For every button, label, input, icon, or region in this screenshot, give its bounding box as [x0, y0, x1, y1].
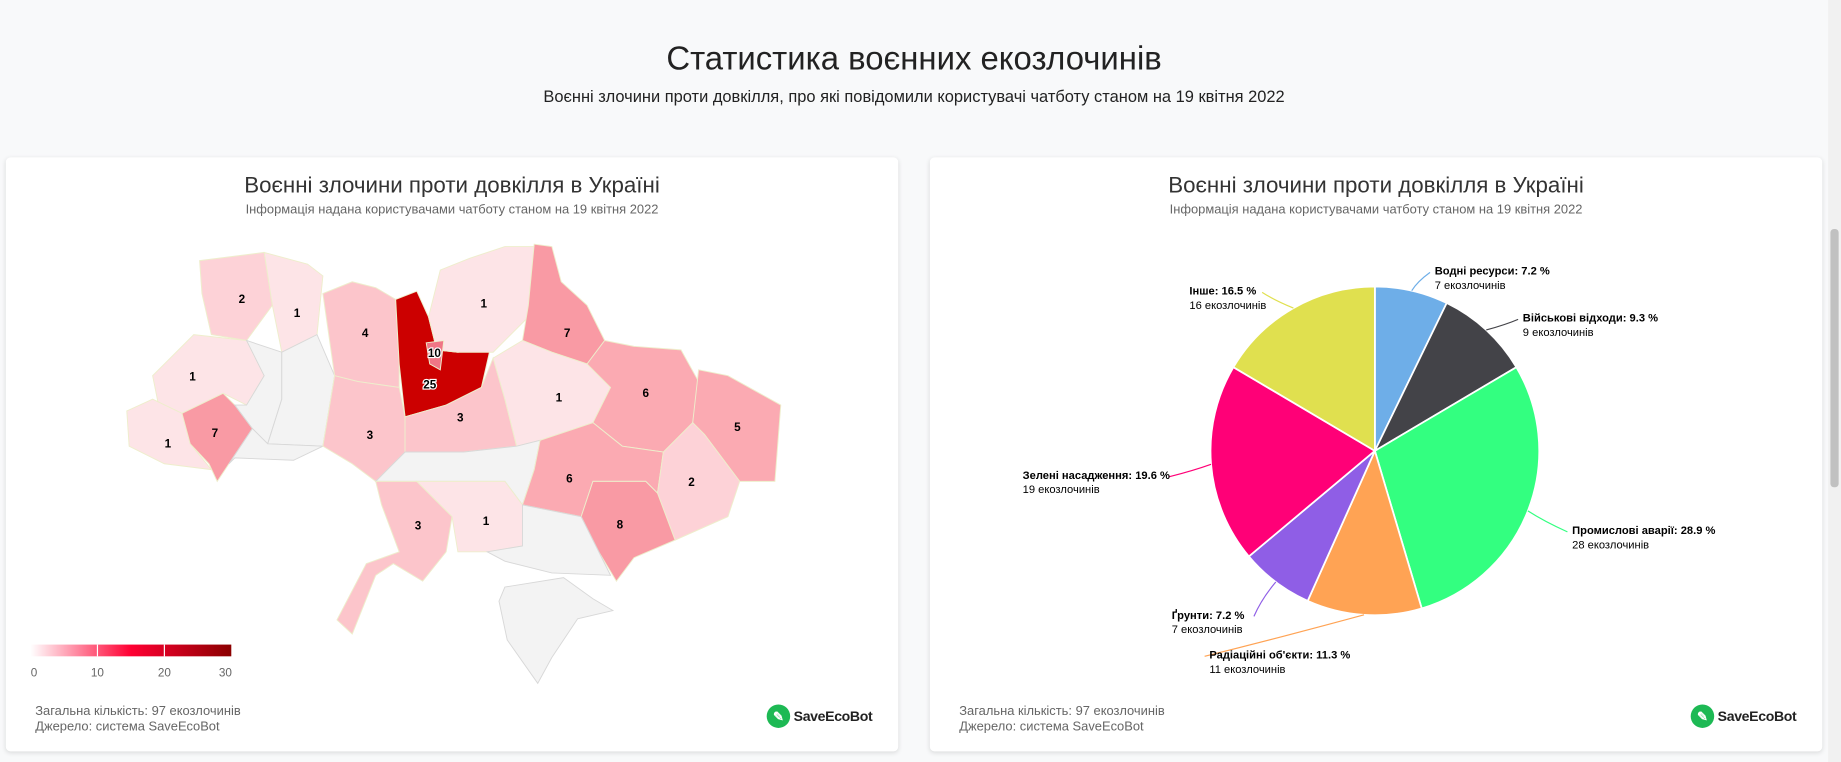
- map-card: Воєнні злочини проти довкілля в Україні …: [5, 157, 899, 752]
- map-data-label: 3: [367, 429, 374, 442]
- map-source: Джерело: система SaveEcoBot: [35, 719, 220, 734]
- map-data-label: 3: [457, 412, 464, 425]
- pie-label-title: Військові відходи: 9.3 %: [1522, 312, 1659, 326]
- map-data-label: 6: [566, 473, 573, 486]
- pie-label-title: Радіаційні об'єкти: 11.3 %: [1209, 649, 1351, 663]
- pie-connector: [1527, 510, 1568, 533]
- map-region-zakarpattia[interactable]: [126, 398, 213, 471]
- map-data-label: 1: [189, 370, 196, 383]
- pie-subtitle: Інформація надана користувачами чатботу …: [1169, 203, 1583, 218]
- pie-label-count: 16 екозлочинів: [1189, 299, 1267, 313]
- pie-label-count: 28 екозлочинів: [1572, 538, 1650, 552]
- map-data-label: 3: [415, 520, 422, 533]
- pie-label-count: 7 екозлочинів: [1434, 279, 1506, 293]
- leaf-icon: ✎: [766, 704, 791, 728]
- map-data-label: 7: [564, 327, 571, 340]
- pie-data-label: Промислові аварії: 28.9 % 28 екозлочинів: [1572, 525, 1715, 553]
- pie-connector: [1204, 614, 1365, 657]
- pie-card: Воєнні злочини проти довкілля в Україні …: [929, 157, 1823, 752]
- pie-connector: [1261, 291, 1294, 309]
- pie-slice[interactable]: [1232, 285, 1376, 453]
- map-data-label: 2: [688, 476, 695, 489]
- map-total: Загальна кількість: 97 екозлочинів: [35, 704, 241, 719]
- pie-label-title: Ґрунти: 7.2 %: [1171, 609, 1245, 623]
- legend-tick-label: 30: [219, 666, 233, 679]
- pie-slice[interactable]: [1209, 365, 1377, 558]
- page-title: Статистика воєнних екозлочинів: [666, 39, 1162, 77]
- map-region-chernivtsi[interactable]: [228, 427, 324, 465]
- map-region-kyiv-city[interactable]: [425, 339, 445, 371]
- pie-connector: [1169, 463, 1212, 478]
- map-data-label: 1: [483, 515, 490, 528]
- map-data-label: 10: [428, 347, 442, 360]
- map-data-label: 5: [734, 421, 741, 434]
- logo-text: SaveEcoBot: [1717, 707, 1797, 725]
- pie-label-title: Зелені насадження: 19.6 %: [1022, 469, 1170, 483]
- map-data-label: 1: [480, 298, 487, 311]
- savecobot-logo[interactable]: ✎ SaveEcoBot: [1690, 704, 1797, 728]
- pie-data-label: Військові відходи: 9.3 % 9 екозлочинів: [1523, 312, 1658, 340]
- pie-data-label: Ґрунти: 7.2 % 7 екозлочинів: [1172, 609, 1245, 637]
- pie-slice[interactable]: [1372, 301, 1518, 454]
- pie-connector: [1253, 581, 1277, 617]
- map-data-label: 4: [362, 327, 369, 340]
- map-data-label: 2: [239, 293, 246, 306]
- ukraine-map: 2 1 1 1 7 4 25 1 7 3 3 1 6 5 6 2 8 3 1 10 0 10 20 30: [30, 243, 782, 685]
- pie-label-title: Промислові аварії: 28.9 %: [1572, 524, 1716, 538]
- pie-data-label: Інше: 16.5 % 16 екозлочинів: [1189, 285, 1266, 313]
- legend-tick-label: 10: [91, 666, 105, 679]
- pie-title: Воєнні злочини проти довкілля в Україні: [1168, 173, 1584, 199]
- savecobot-logo[interactable]: ✎ SaveEcoBot: [766, 704, 873, 728]
- scrollbar[interactable]: [1828, 0, 1841, 762]
- leaf-icon: ✎: [1690, 704, 1715, 728]
- pie-data-label: Водні ресурси: 7.2 % 7 екозлочинів: [1435, 265, 1550, 293]
- page-subtitle: Воєнні злочини проти довкілля, про які п…: [543, 86, 1285, 106]
- color-legend-bar: [30, 644, 232, 657]
- logo-text: SaveEcoBot: [793, 707, 873, 725]
- map-data-label: 1: [165, 437, 172, 450]
- map-data-label: 25: [423, 379, 437, 392]
- pie-label-title: Інше: 16.5 %: [1189, 285, 1257, 299]
- pie-source: Джерело: система SaveEcoBot: [959, 719, 1144, 734]
- legend-tick-label: 0: [31, 666, 38, 679]
- map-subtitle: Інформація надана користувачами чатботу …: [245, 203, 659, 218]
- map-data-label: 8: [617, 518, 624, 531]
- pie-slice[interactable]: [1306, 448, 1423, 617]
- pie-slice[interactable]: [1373, 365, 1541, 610]
- pie-label-count: 19 екозлочинів: [1022, 483, 1100, 497]
- map-data-label: 6: [642, 387, 649, 400]
- map-region-crimea[interactable]: [498, 577, 615, 685]
- pie-label-count: 7 екозлочинів: [1171, 623, 1243, 637]
- pie-chart: [1169, 271, 1568, 657]
- pie-label-count: 9 екозлочинів: [1522, 326, 1594, 340]
- map-region-chernihiv[interactable]: [428, 246, 535, 353]
- legend-tick-label: 20: [158, 666, 172, 679]
- map-title: Воєнні злочини проти довкілля в Україні: [244, 173, 660, 199]
- pie-label-title: Водні ресурси: 7.2 %: [1434, 265, 1550, 279]
- pie-data-label: Зелені насадження: 19.6 % 19 екозлочинів: [1023, 470, 1170, 498]
- pie-connector: [1486, 318, 1519, 331]
- pie-label-count: 11 екозлочинів: [1209, 663, 1286, 677]
- map-data-label: 7: [212, 427, 219, 440]
- pie-total: Загальна кількість: 97 екозлочинів: [959, 704, 1165, 719]
- map-data-label: 1: [556, 392, 563, 405]
- pie-data-label: Радіаційні об'єкти: 11.3 % 11 екозлочинів: [1209, 649, 1350, 677]
- scrollbar-thumb[interactable]: [1830, 228, 1839, 488]
- map-data-label: 1: [294, 307, 301, 320]
- map-region-kherson[interactable]: [485, 504, 612, 576]
- pie-connector: [1411, 271, 1431, 291]
